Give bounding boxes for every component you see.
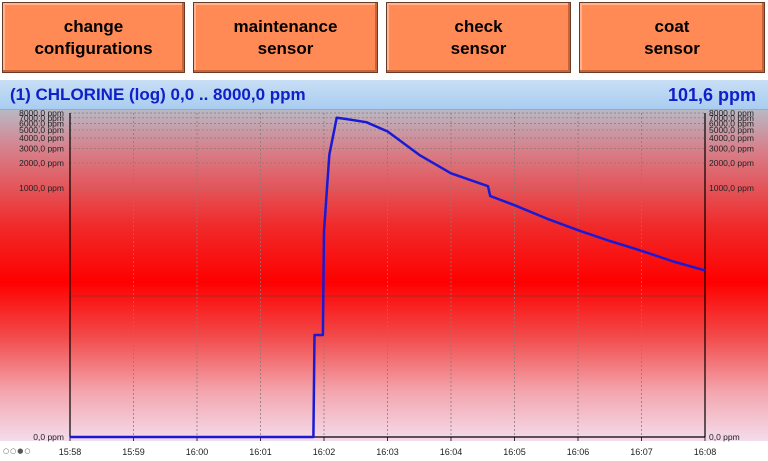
x-tick-label: 16:03 bbox=[376, 447, 399, 457]
y-tick-label-right: 4000,0 ppm bbox=[709, 133, 754, 143]
y-tick-label-right: 6000,0 ppm bbox=[709, 118, 754, 128]
x-tick-label: 15:58 bbox=[59, 447, 82, 457]
coat-sensor-button[interactable]: coat sensor bbox=[579, 2, 765, 73]
y-tick-label-left: 5000,0 ppm bbox=[19, 125, 64, 135]
check-sensor-button[interactable]: check sensor bbox=[386, 2, 571, 73]
y-tick-label-left: 6000,0 ppm bbox=[19, 118, 64, 128]
x-tick-label: 16:08 bbox=[694, 447, 717, 457]
y-tick-label-right: 1000,0 ppm bbox=[709, 183, 754, 193]
y-tick-label-right: 5000,0 ppm bbox=[709, 125, 754, 135]
y-tick-label-left: 1000,0 ppm bbox=[19, 183, 64, 193]
chlorine-series-line bbox=[70, 116, 706, 439]
y-tick-label-left: 8000,0 ppm bbox=[19, 108, 64, 118]
x-axis-strip bbox=[0, 441, 768, 461]
y-tick-label-right: 3000,0 ppm bbox=[709, 143, 754, 153]
plot-background bbox=[0, 110, 768, 441]
channel-title: (1) CHLORINE (log) 0,0 .. 8000,0 ppm bbox=[10, 85, 306, 104]
y-tick-label-right: 8000,0 ppm bbox=[709, 108, 754, 118]
chart-header: (1) CHLORINE (log) 0,0 .. 8000,0 ppm 101… bbox=[0, 80, 768, 110]
x-tick-label: 16:01 bbox=[249, 447, 272, 457]
x-tick-label: 16:06 bbox=[567, 447, 590, 457]
x-tick-label: 16:05 bbox=[503, 447, 526, 457]
x-ticks: 15:58 15:59 16:00 16:01 16:02 16:03 16:04 16:05… bbox=[59, 437, 717, 457]
y-tick-label-left: 0,0 ppm bbox=[33, 432, 64, 442]
grid bbox=[70, 112, 705, 437]
y-tick-label-left: 2000,0 ppm bbox=[19, 158, 64, 168]
change-configurations-button[interactable]: change configurations bbox=[2, 2, 185, 73]
x-tick-label: 16:00 bbox=[186, 447, 209, 457]
series bbox=[70, 116, 706, 439]
x-tick-label: 16:02 bbox=[313, 447, 336, 457]
y-tick-label-right: 7000,0 ppm bbox=[709, 113, 754, 123]
y-tick-label-right: 0,0 ppm bbox=[709, 432, 740, 442]
y-tick-label-right: 2000,0 ppm bbox=[709, 158, 754, 168]
toolbar: change configurations maintenance sensor… bbox=[0, 0, 768, 78]
x-tick-label: 16:04 bbox=[440, 447, 463, 457]
current-value: 101,6 ppm bbox=[667, 85, 756, 105]
y-tick-label-left: 3000,0 ppm bbox=[19, 143, 64, 153]
y-tick-label-left: 4000,0 ppm bbox=[19, 133, 64, 143]
x-tick-label: 15:59 bbox=[122, 447, 145, 457]
maintenance-sensor-button[interactable]: maintenance sensor bbox=[193, 2, 378, 73]
x-tick-label: 16:07 bbox=[630, 447, 653, 457]
status-dots-icon: ○○●○ bbox=[3, 447, 32, 455]
y-tick-label-left: 7000,0 ppm bbox=[19, 113, 64, 123]
